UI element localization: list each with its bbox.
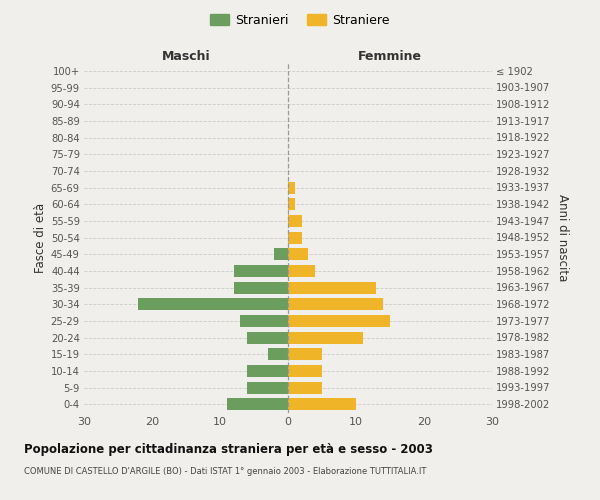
Legend: Stranieri, Straniere: Stranieri, Straniere bbox=[205, 8, 395, 32]
Bar bbox=[288, 348, 322, 360]
Bar bbox=[288, 315, 390, 327]
Bar bbox=[288, 398, 356, 410]
Bar bbox=[233, 282, 288, 294]
Bar bbox=[268, 348, 288, 360]
Text: Femmine: Femmine bbox=[358, 50, 422, 62]
Bar bbox=[288, 265, 315, 277]
Bar bbox=[288, 382, 322, 394]
Text: Popolazione per cittadinanza straniera per età e sesso - 2003: Popolazione per cittadinanza straniera p… bbox=[24, 442, 433, 456]
Y-axis label: Anni di nascita: Anni di nascita bbox=[556, 194, 569, 281]
Text: Maschi: Maschi bbox=[161, 50, 211, 62]
Bar bbox=[247, 365, 288, 377]
Bar bbox=[288, 232, 302, 243]
Bar bbox=[233, 265, 288, 277]
Bar bbox=[288, 332, 363, 344]
Bar bbox=[288, 248, 308, 260]
Bar bbox=[288, 215, 302, 227]
Bar bbox=[247, 332, 288, 344]
Bar bbox=[288, 282, 376, 294]
Text: COMUNE DI CASTELLO D'ARGILE (BO) - Dati ISTAT 1° gennaio 2003 - Elaborazione TUT: COMUNE DI CASTELLO D'ARGILE (BO) - Dati … bbox=[24, 468, 427, 476]
Bar bbox=[247, 382, 288, 394]
Bar bbox=[241, 315, 288, 327]
Bar bbox=[288, 182, 295, 194]
Bar bbox=[288, 365, 322, 377]
Bar bbox=[288, 198, 295, 210]
Bar bbox=[274, 248, 288, 260]
Bar bbox=[139, 298, 288, 310]
Bar bbox=[227, 398, 288, 410]
Bar bbox=[288, 298, 383, 310]
Y-axis label: Fasce di età: Fasce di età bbox=[34, 202, 47, 272]
